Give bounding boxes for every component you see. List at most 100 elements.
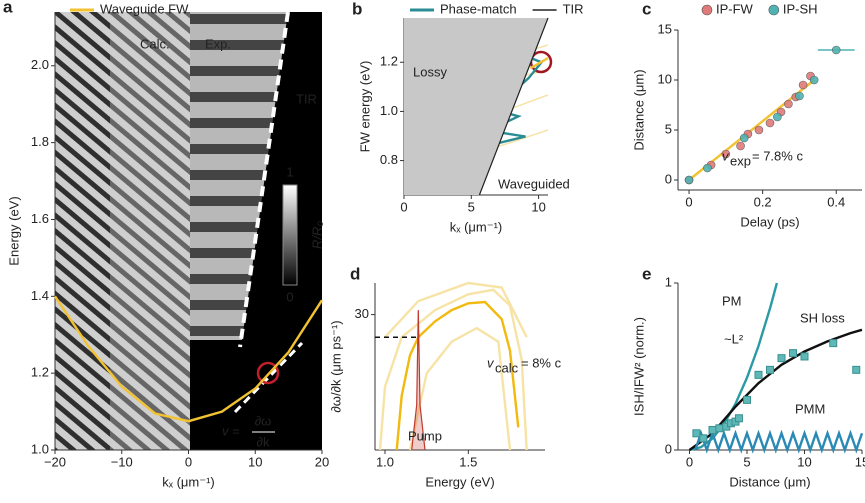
y-tick-label: 1.8 <box>31 134 49 149</box>
y-tick-label: 30 <box>355 306 369 321</box>
lossy-region <box>404 18 548 195</box>
line <box>395 300 520 451</box>
point <box>784 99 793 109</box>
y-axis-label: FW energy (eV) <box>357 61 372 153</box>
legend-label: Phase-match <box>440 1 517 16</box>
y-tick-label: 1.4 <box>31 288 49 303</box>
y-tick-label: 10 <box>658 71 672 86</box>
data-layer <box>375 281 528 451</box>
annotation: PMM <box>795 401 825 416</box>
annotation: calc <box>495 360 519 375</box>
y-tick-label: 1 <box>665 274 672 289</box>
annotation: ∂k <box>257 434 270 449</box>
point <box>684 175 694 185</box>
tir-line <box>238 11 290 348</box>
x-tick-label: −10 <box>111 454 133 469</box>
annotation: = 8% c <box>521 355 562 370</box>
panel: a−20 −10 0 10 201.01.21.41.61.82.0kₓ (μm⁻¹)E… <box>3 0 329 489</box>
legend-swatch <box>768 4 780 16</box>
annotation: = 7.8% c <box>752 148 803 163</box>
annotation: ∂ω <box>255 413 272 428</box>
annotation: ~L² <box>724 331 744 346</box>
point <box>789 349 797 358</box>
panel-label: d <box>350 264 360 283</box>
y-tick-label: 15 <box>658 21 672 36</box>
annotation: SH loss <box>800 310 845 325</box>
point <box>703 163 712 173</box>
point <box>699 434 708 443</box>
point <box>766 365 774 374</box>
point <box>715 424 724 433</box>
annotation: R/R₀ <box>309 221 324 249</box>
x-tick-label: 0.2 <box>754 194 772 209</box>
y-tick-label: 1.0 <box>31 441 49 456</box>
point <box>754 125 764 135</box>
legend-label: IP-SH <box>783 1 818 16</box>
annotation: 0 <box>286 289 293 304</box>
x-tick-label: 20 <box>315 454 329 469</box>
annotation: PM <box>722 293 742 308</box>
legend-label: Waveguide FW <box>100 1 189 16</box>
annotation: v <box>487 355 495 370</box>
point <box>829 339 838 348</box>
x-tick-label: 10 <box>531 199 545 214</box>
x-tick-label: 15 <box>855 454 865 469</box>
x-tick-label: 0.4 <box>827 194 845 209</box>
data-layer <box>404 17 549 196</box>
annotation: Lossy <box>413 64 447 79</box>
x-axis-label: kₓ (μm⁻¹) <box>450 219 503 234</box>
phase-match-point <box>256 361 280 385</box>
line <box>478 17 549 196</box>
annotation: Pump <box>408 428 442 443</box>
line <box>54 295 324 423</box>
annotation: Exp. <box>205 36 231 51</box>
annotation: TIR <box>296 91 317 106</box>
x-tick-label: 0 <box>185 454 192 469</box>
y-tick-label: 1.2 <box>31 365 49 380</box>
point <box>743 395 751 404</box>
y-tick-label: 0.8 <box>380 152 398 167</box>
panel: c 0 0.2 0.4 0 5 10 15 Delay (ps) Distance (μm) IP-… <box>631 0 862 229</box>
x-axis-label: kₓ (μm⁻¹) <box>162 474 215 489</box>
x-tick-label: 1.5 <box>459 454 477 469</box>
x-axis-label: Energy (eV) <box>425 474 494 489</box>
point <box>852 365 861 374</box>
annotation: exp <box>730 153 751 168</box>
panel-label: b <box>352 0 362 18</box>
x-tick-label: 5 <box>743 454 750 469</box>
data-layer <box>684 45 855 185</box>
point <box>798 80 808 90</box>
point <box>692 429 701 438</box>
y-tick-label: 1.2 <box>380 54 398 69</box>
x-axis-label: Delay (ps) <box>740 214 799 229</box>
x-tick-label: −20 <box>44 454 66 469</box>
panel: e 0 5 10 15 0 1 Distance (μm) ISH/IFW² (norm.) PM… <box>631 264 865 489</box>
panel-label: c <box>642 0 651 18</box>
y-tick-label: 0 <box>665 171 672 186</box>
point <box>795 91 804 101</box>
pump-area <box>411 310 426 451</box>
point <box>708 425 717 434</box>
point <box>800 352 809 361</box>
line <box>408 326 512 451</box>
point <box>765 118 775 128</box>
x-tick-label: 5 <box>468 199 475 214</box>
annotation: Calc. <box>140 36 170 51</box>
data-layer <box>54 295 324 423</box>
annotation: v = <box>222 423 240 438</box>
x-axis-label: Distance (μm) <box>729 474 810 489</box>
legend-label: IP-FW <box>716 1 754 16</box>
point <box>721 149 731 159</box>
y-axis-label: Energy (eV) <box>6 196 21 265</box>
panel: b 0 5 10 0.8 1.0 1.2 kₓ (μm⁻¹) FW energy (eV) Pha… <box>352 0 584 234</box>
point <box>754 370 763 379</box>
panel-label: e <box>642 264 651 283</box>
colorbar <box>282 184 298 286</box>
legend-swatch <box>701 4 713 16</box>
x-tick-label: 10 <box>797 454 811 469</box>
x-tick-label: 1.0 <box>376 454 394 469</box>
panel-label: a <box>3 0 13 16</box>
y-axis-label: Distance (μm) <box>631 69 646 150</box>
y-tick-label: 2.0 <box>31 57 49 72</box>
